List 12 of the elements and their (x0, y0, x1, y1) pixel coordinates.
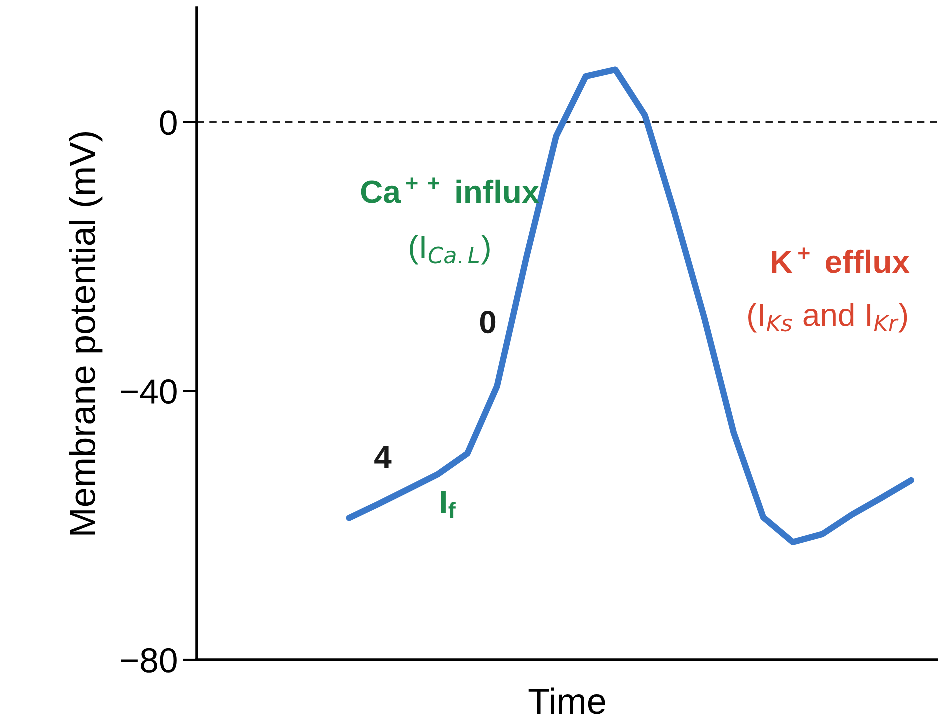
y-tick-label: −80 (121, 648, 177, 673)
annotation: 4 (374, 446, 392, 468)
y-tick-label: −40 (121, 379, 177, 404)
annotation: I$_{f}$ (441, 491, 456, 518)
annotation: Ca$^{++}$ influx (361, 178, 540, 204)
annotation: (I$_{Ca.L}$) (410, 234, 490, 265)
annotation: K$^{+}$ efflux (772, 248, 910, 274)
x-axis-title: Time (528, 688, 606, 714)
y-axis-title: Membrane potential (mV) (69, 132, 103, 535)
annotation: 0 (480, 310, 496, 334)
y-tick-label: 0 (160, 110, 177, 136)
annotation: (I$_{Ks}$ and I$_{Kr}$) (748, 302, 908, 333)
